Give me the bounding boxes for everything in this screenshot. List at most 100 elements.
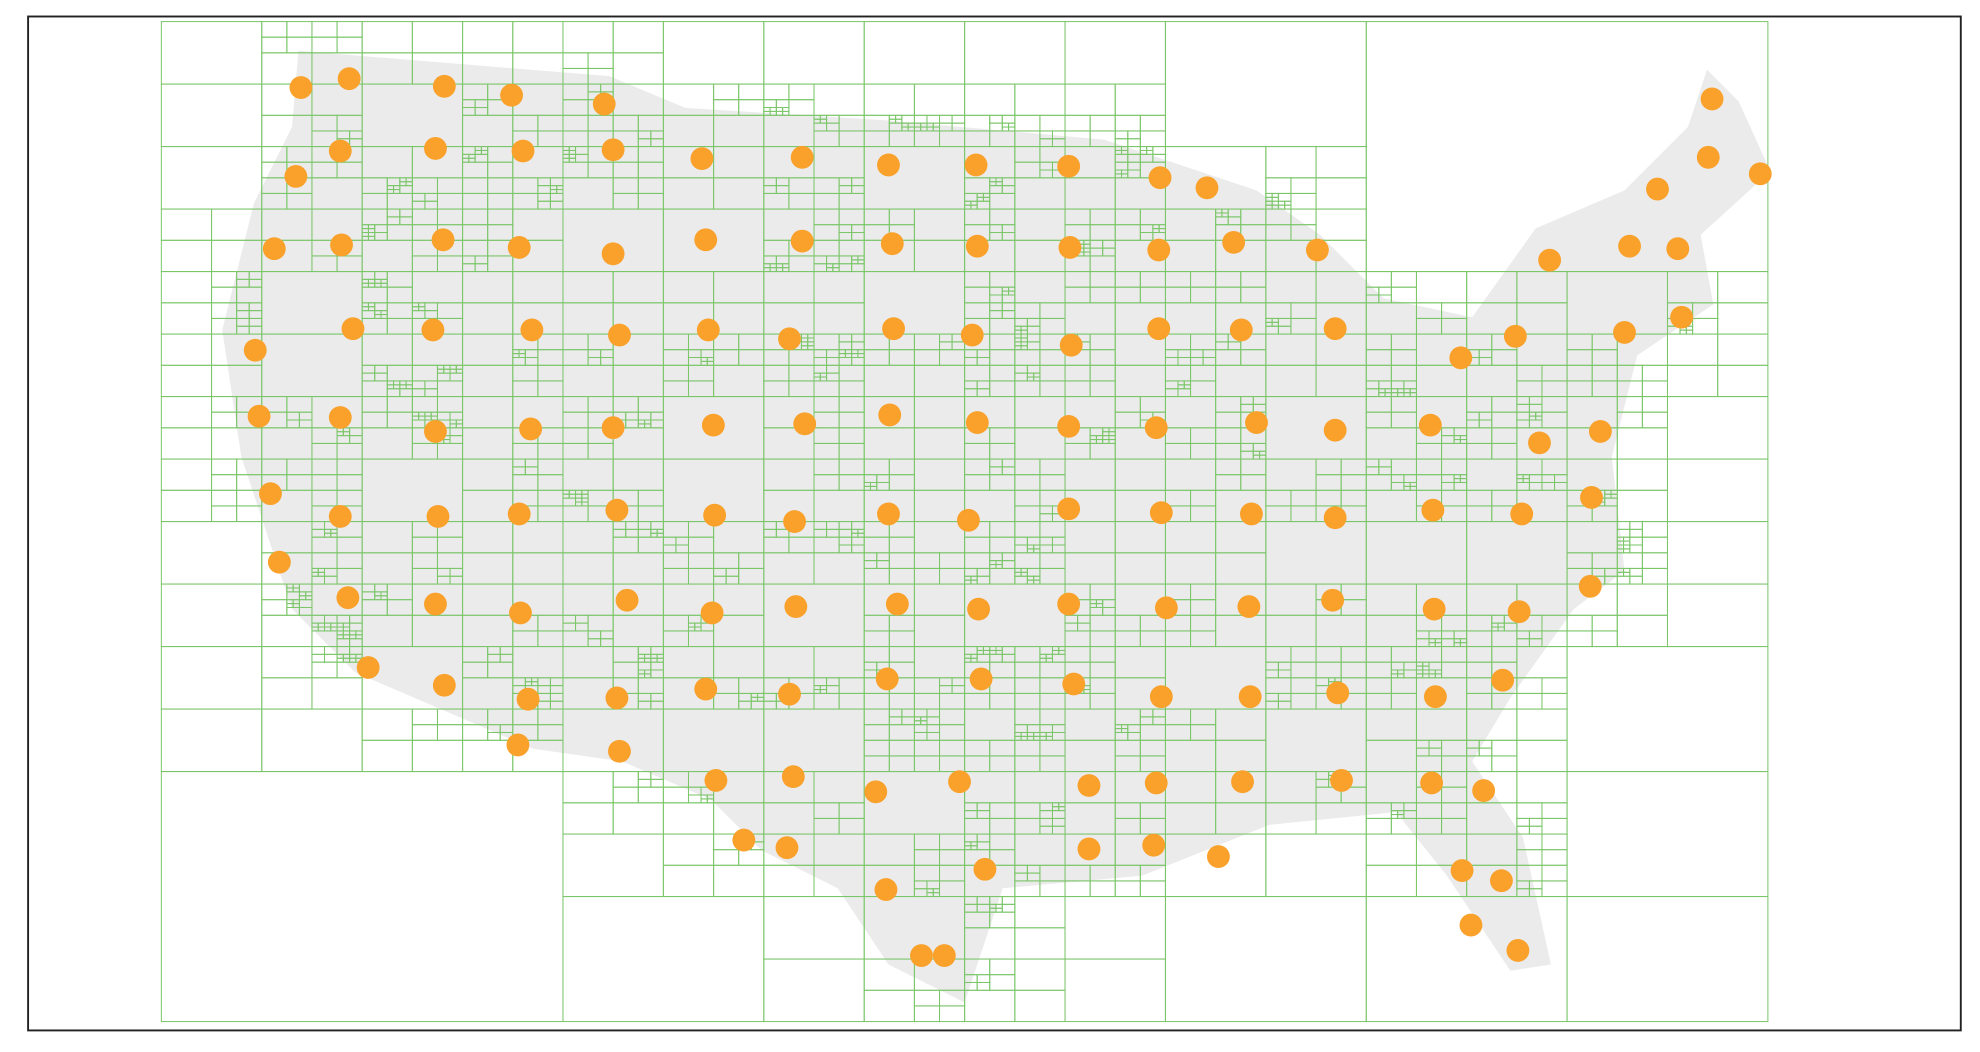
- point: [1077, 774, 1101, 797]
- point: [511, 139, 535, 163]
- point: [424, 137, 447, 160]
- point: [885, 592, 909, 616]
- point: [973, 857, 997, 881]
- point: [964, 153, 988, 177]
- point: [969, 667, 993, 691]
- point: [783, 510, 806, 533]
- point: [1491, 668, 1515, 692]
- point: [875, 667, 899, 691]
- point: [878, 403, 902, 427]
- point: [775, 836, 799, 860]
- point: [880, 232, 904, 256]
- point: [432, 74, 456, 98]
- point: [957, 508, 980, 532]
- point: [932, 944, 956, 967]
- point: [289, 76, 313, 99]
- point: [732, 828, 756, 852]
- point: [1237, 595, 1261, 619]
- point: [605, 498, 629, 522]
- point: [500, 83, 524, 107]
- point: [882, 317, 905, 341]
- point: [1528, 431, 1551, 455]
- point: [1489, 869, 1513, 893]
- point: [1666, 237, 1690, 261]
- point: [1422, 597, 1446, 621]
- point: [784, 595, 808, 619]
- point: [1420, 771, 1444, 795]
- point: [509, 601, 532, 625]
- point: [1700, 87, 1724, 111]
- point: [1305, 238, 1329, 262]
- point: [1459, 913, 1483, 937]
- point: [1239, 502, 1263, 526]
- point: [259, 482, 282, 506]
- points-layer: [243, 67, 1772, 967]
- point: [516, 687, 540, 711]
- point: [507, 502, 531, 526]
- point: [948, 770, 971, 794]
- point: [778, 682, 801, 706]
- point: [1057, 592, 1081, 616]
- point: [1206, 845, 1230, 868]
- point: [1507, 600, 1531, 624]
- point: [967, 597, 990, 621]
- point: [781, 765, 805, 789]
- point: [864, 780, 888, 804]
- point: [703, 503, 727, 527]
- point: [1147, 317, 1171, 341]
- point: [243, 338, 267, 362]
- point: [284, 164, 308, 188]
- point: [1613, 321, 1636, 344]
- point: [874, 878, 898, 901]
- point: [1503, 324, 1527, 348]
- point: [337, 67, 361, 91]
- point: [1423, 685, 1447, 709]
- point: [1670, 305, 1694, 329]
- point: [1326, 681, 1350, 705]
- point: [506, 733, 530, 757]
- point: [592, 92, 616, 116]
- point: [426, 505, 450, 528]
- point: [1588, 420, 1612, 443]
- point: [1321, 588, 1345, 612]
- point: [700, 601, 724, 625]
- point: [1231, 770, 1254, 794]
- point: [910, 944, 933, 967]
- point: [520, 318, 544, 342]
- point: [793, 412, 817, 436]
- point: [519, 417, 543, 441]
- point: [1450, 859, 1474, 882]
- point: [1449, 346, 1473, 370]
- point: [877, 502, 900, 526]
- point: [960, 323, 984, 347]
- point: [615, 588, 639, 612]
- point: [1578, 574, 1602, 598]
- point: [1538, 248, 1562, 272]
- point: [1149, 685, 1173, 709]
- point: [1245, 411, 1268, 434]
- point: [432, 673, 456, 697]
- point: [601, 242, 625, 266]
- point: [1421, 498, 1445, 522]
- point: [421, 318, 445, 342]
- point: [247, 404, 271, 428]
- point: [1147, 238, 1171, 262]
- point: [965, 411, 989, 434]
- point: [1506, 939, 1530, 962]
- point: [1077, 837, 1101, 861]
- point: [330, 233, 353, 257]
- point: [424, 592, 447, 616]
- point: [431, 228, 455, 252]
- point: [262, 237, 286, 261]
- point: [696, 318, 720, 342]
- point: [1323, 317, 1347, 341]
- point: [1195, 176, 1219, 200]
- point: [1057, 414, 1081, 438]
- point: [1058, 236, 1082, 259]
- point: [328, 139, 352, 163]
- point: [790, 145, 814, 169]
- point: [1323, 418, 1347, 442]
- land: [222, 50, 1771, 1003]
- point: [1059, 333, 1083, 357]
